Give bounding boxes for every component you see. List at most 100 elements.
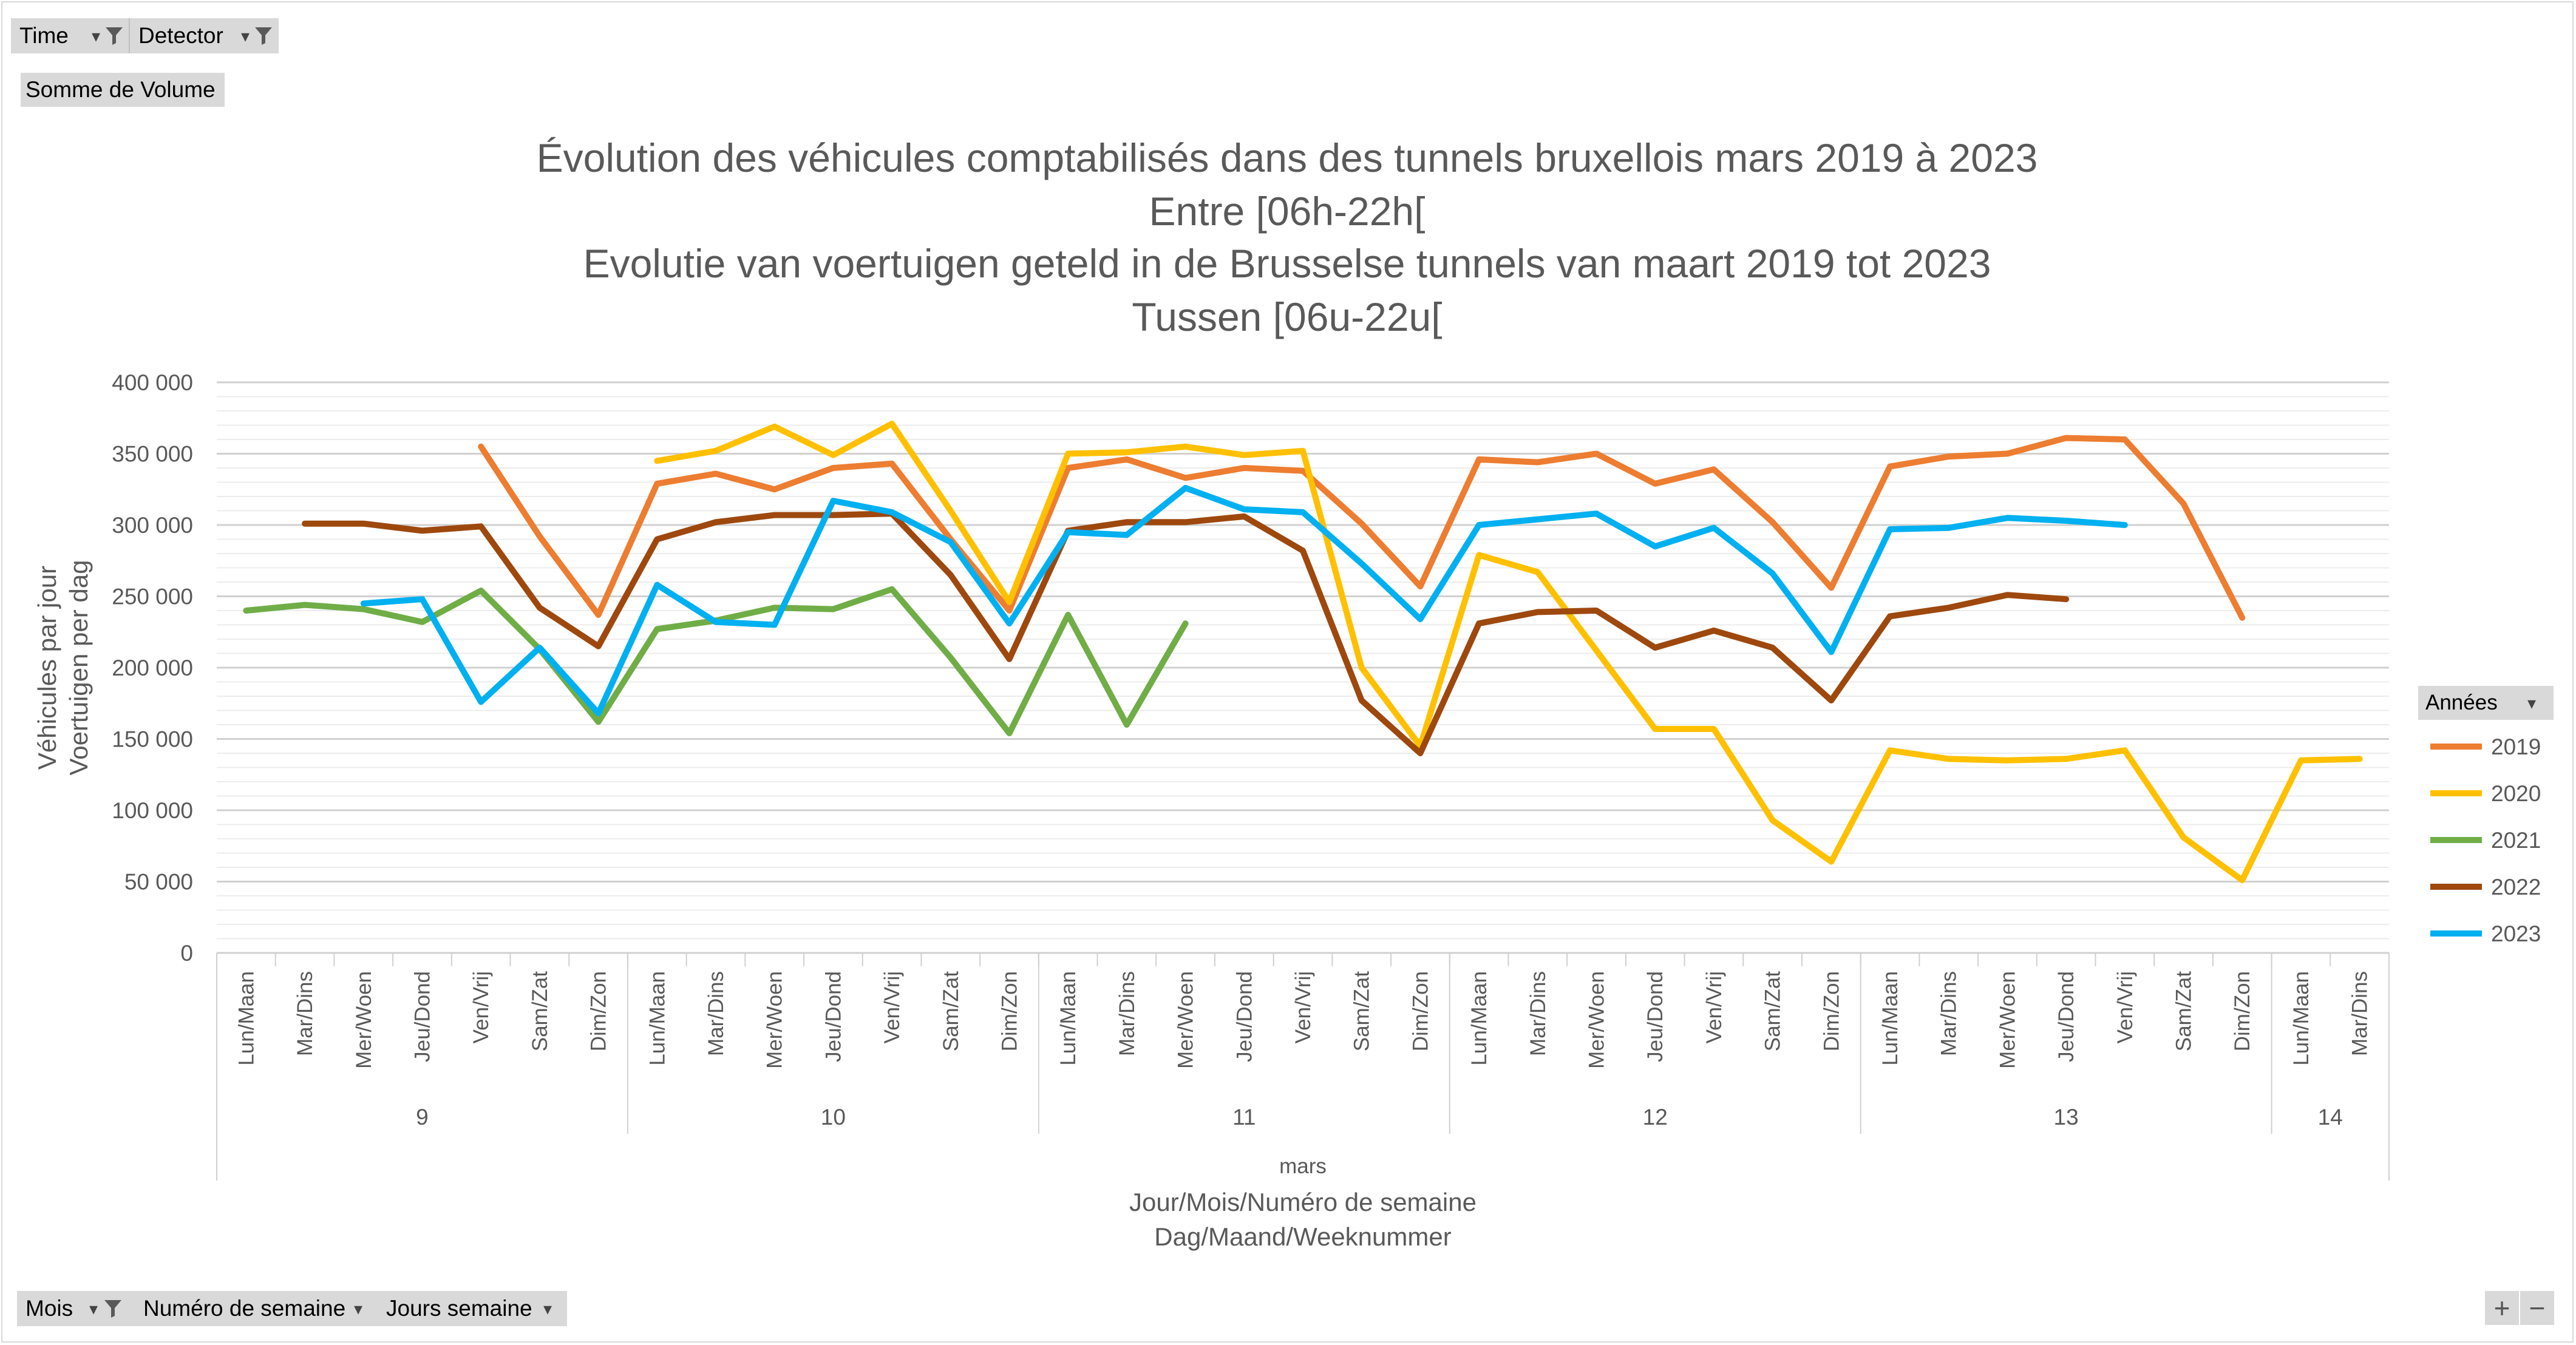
y-tick-label: 100 000 [112, 798, 193, 823]
legend-label: 2020 [2491, 781, 2541, 806]
legend: 2019 2020 2021 2022 2023 [2430, 734, 2541, 946]
series-line-2023 [360, 484, 2128, 717]
y-axis: 0 50 000 100 000 150 000 200 000 250 000 300 0… [33, 370, 193, 966]
y-tick-label: 200 000 [112, 656, 193, 680]
x-tick-label: Mar/Dins [1937, 971, 1961, 1056]
filter-icon[interactable] [103, 24, 125, 47]
semaine-filter-button[interactable]: Numéro de semaine ▾ [135, 1291, 378, 1326]
mois-filter-label: Mois [25, 1296, 73, 1321]
week-label: 10 [821, 1105, 846, 1130]
jours-filter-button[interactable]: Jours semaine ▾ [378, 1291, 567, 1326]
mois-filter-button[interactable]: Mois ▾ [17, 1291, 135, 1326]
y-tick-label: 300 000 [112, 513, 193, 538]
x-tick-label: Mer/Woen [352, 971, 376, 1069]
annees-legend-button[interactable]: Années ▾ [2418, 686, 2554, 720]
x-tick-label: Jeu/Dond [821, 971, 845, 1062]
x-tick-label: Dim/Zon [587, 971, 611, 1051]
detector-filter-button[interactable]: Detector ▾ [130, 18, 279, 53]
x-tick-label: Lun/Maan [645, 971, 669, 1066]
x-tick-label: Sam/Zat [939, 971, 963, 1052]
x-tick-label: Mer/Woen [1585, 971, 1609, 1069]
x-tick-label: Jeu/Dond [2054, 971, 2078, 1062]
time-filter-button[interactable]: Time ▾ [11, 18, 130, 53]
series-line-2019 [478, 435, 2246, 621]
series-lines [243, 421, 2363, 884]
x-tick-label: Lun/Maan [1878, 971, 1902, 1066]
plus-icon: + [2493, 1292, 2510, 1324]
chart-title-line: Evolutie van voertuigen geteld in de Bru… [583, 241, 1991, 286]
y-tick-label: 150 000 [112, 727, 193, 752]
collapse-button[interactable]: − [2520, 1291, 2554, 1325]
x-tick-label: Jeu/Dond [410, 971, 434, 1062]
x-tick-label: Sam/Zat [1761, 971, 1785, 1052]
x-tick-label: Sam/Zat [1350, 971, 1374, 1052]
jours-filter-label: Jours semaine [386, 1296, 532, 1321]
x-tick-label: Mar/Dins [1526, 971, 1550, 1056]
chart-title: Évolution des véhicules comptabilisés da… [537, 135, 2038, 339]
x-tick-label: Ven/Vrij [1291, 971, 1315, 1043]
time-filter-label: Time [19, 23, 69, 48]
dropdown-icon[interactable]: ▾ [89, 1299, 98, 1318]
x-tick-label: Mar/Dins [2348, 971, 2372, 1056]
minus-icon: − [2529, 1292, 2546, 1324]
dropdown-icon[interactable]: ▾ [543, 1299, 552, 1318]
filter-icon[interactable] [253, 24, 274, 47]
gridlines [217, 381, 2389, 940]
legend-label: 2019 [2491, 734, 2541, 759]
filter-icon[interactable] [102, 1297, 124, 1320]
x-tick-label: Mar/Dins [704, 971, 728, 1056]
legend-label: 2023 [2491, 921, 2541, 946]
dropdown-icon[interactable]: ▾ [240, 26, 250, 46]
week-label: 12 [1643, 1105, 1668, 1130]
legend-label: 2022 [2491, 875, 2541, 899]
y-tick-label: 0 [180, 941, 193, 966]
x-tick-label: Dim/Zon [2231, 971, 2254, 1051]
detector-filter-label: Detector [138, 23, 223, 48]
month-label: mars [1279, 1154, 1327, 1178]
x-tick-label: Sam/Zat [2172, 971, 2196, 1052]
x-axis-label: Jour/Mois/Numéro de semaine [1129, 1188, 1477, 1216]
x-tick-label: Jeu/Dond [1232, 971, 1256, 1062]
y-tick-label: 350 000 [112, 442, 193, 467]
x-tick-label: Sam/Zat [528, 971, 552, 1052]
week-label: 9 [416, 1105, 429, 1130]
chart-title-line: Tussen [06u-22u[ [1132, 294, 1442, 339]
x-tick-label: Lun/Maan [234, 971, 258, 1066]
x-tick-label: Mer/Woen [763, 971, 787, 1069]
series-line-2020 [654, 421, 2363, 884]
week-label: 14 [2318, 1105, 2343, 1130]
y-tick-label: 250 000 [112, 584, 193, 609]
x-tick-label: Ven/Vrij [880, 971, 904, 1043]
x-tick-label: Mer/Woen [1174, 971, 1198, 1069]
x-tick-label: Mer/Woen [1996, 971, 2019, 1069]
dropdown-icon[interactable]: ▾ [353, 1299, 363, 1318]
y-tick-label: 400 000 [112, 370, 193, 395]
series-line-2022 [302, 510, 2070, 756]
separator [129, 18, 130, 53]
semaine-filter-label: Numéro de semaine [143, 1296, 346, 1321]
x-tick-label: Lun/Maan [2289, 971, 2313, 1066]
x-tick-label: Dim/Zon [997, 971, 1021, 1051]
x-tick-label: Jeu/Dond [1643, 971, 1667, 1062]
x-axis-label: Dag/Maand/Weeknummer [1154, 1222, 1451, 1251]
x-tick-label: Dim/Zon [1409, 971, 1432, 1051]
y-axis-label: Voertuigen per dag [64, 560, 93, 776]
y-tick-label: 50 000 [124, 870, 193, 895]
chart-title-line: Évolution des véhicules comptabilisés da… [537, 135, 2038, 180]
annees-label: Années [2425, 691, 2498, 714]
x-axis: 9 10 11 12 13 14 mars Lun/Maan Mar/Dins Mer/Woen J… [216, 952, 2390, 1251]
dropdown-icon[interactable]: ▾ [2527, 693, 2537, 713]
x-tick-label: Lun/Maan [1467, 971, 1491, 1066]
x-tick-label: Dim/Zon [1820, 971, 1843, 1051]
value-field-label: Somme de Volume [25, 77, 216, 102]
week-label: 13 [2054, 1105, 2079, 1130]
expand-button[interactable]: + [2485, 1291, 2519, 1325]
x-tick-label: Mar/Dins [1115, 971, 1139, 1056]
chart-title-line: Entre [06h-22h[ [1149, 189, 1426, 234]
dropdown-icon[interactable]: ▾ [91, 26, 101, 46]
legend-label: 2021 [2491, 828, 2541, 853]
x-tick-label: Ven/Vrij [469, 971, 493, 1043]
value-field-button[interactable]: Somme de Volume [21, 73, 225, 107]
